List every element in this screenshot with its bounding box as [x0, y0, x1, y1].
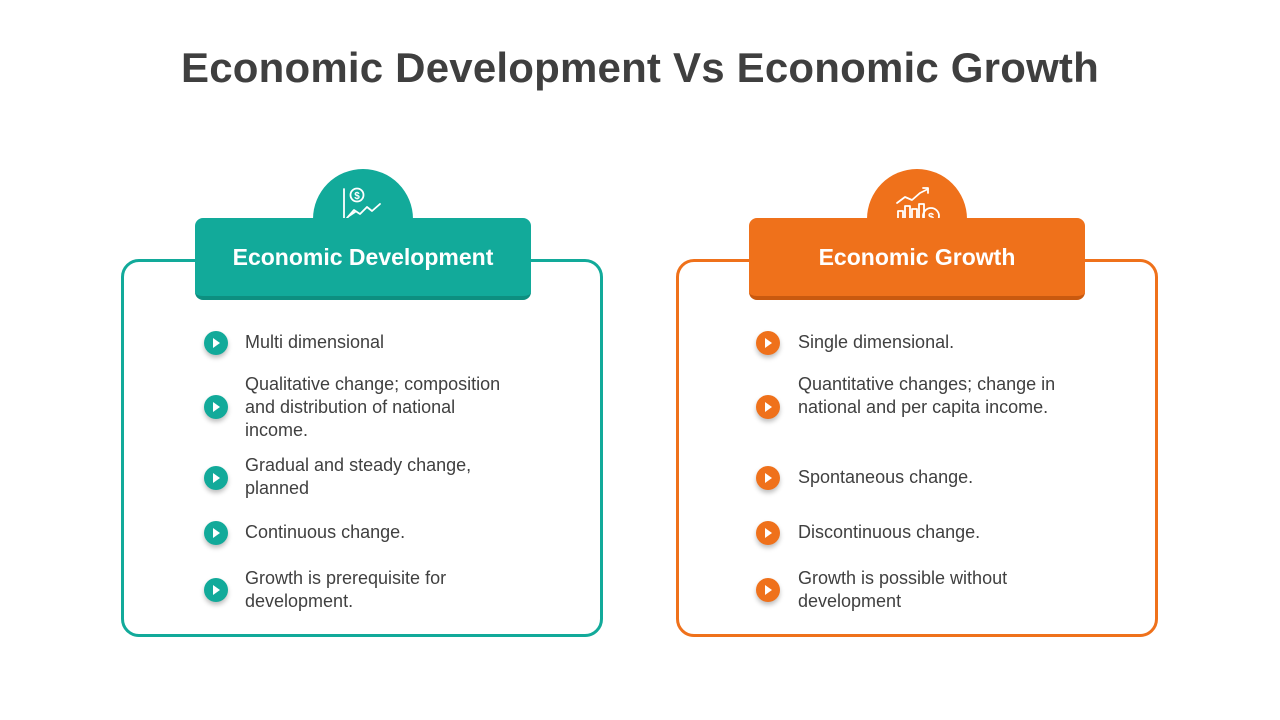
development-item: Continuous change.	[245, 522, 406, 542]
bullet-icon	[204, 331, 228, 355]
bullet-icon	[204, 395, 228, 419]
growth-item: Spontaneous change.	[798, 467, 974, 487]
bullet-icon	[204, 578, 228, 602]
development-item: Multi dimensional	[245, 332, 385, 352]
bullet-icon	[756, 521, 780, 545]
development-item: Gradual and steady change, planned	[245, 455, 472, 498]
svg-text:$: $	[928, 212, 934, 224]
growth-item: Discontinuous change.	[798, 522, 981, 542]
growth-item: Quantitative changes; change in national…	[798, 374, 1056, 417]
growth-panel	[676, 259, 1158, 637]
page-title: Economic Development Vs Economic Growth	[181, 44, 1099, 91]
growth-item: Single dimensional.	[798, 332, 955, 352]
bullet-icon	[204, 521, 228, 545]
growth-heading: Economic Growth	[749, 218, 1085, 300]
bullet-icon	[204, 466, 228, 490]
bullet-icon	[756, 395, 780, 419]
development-heading: Economic Development	[195, 218, 531, 300]
growth-item: Growth is possible without development	[798, 568, 1008, 611]
development-item: Growth is prerequisite for development.	[245, 568, 447, 611]
bullet-icon	[756, 331, 780, 355]
bullet-icon	[756, 466, 780, 490]
development-item: Qualitative change; composition and dist…	[245, 374, 501, 440]
bullet-icon	[756, 578, 780, 602]
development-panel	[121, 259, 603, 637]
svg-text:$: $	[354, 191, 360, 202]
